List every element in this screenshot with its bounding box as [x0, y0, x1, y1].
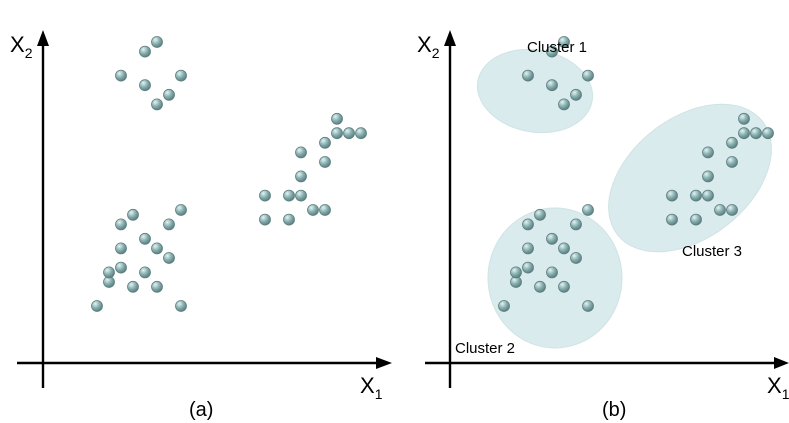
panel-a: X2 X1 (a)	[10, 30, 392, 421]
panel-a-y-arrow	[37, 30, 49, 46]
panel-b-x-arrow	[774, 357, 789, 369]
cluster-2-label: Cluster 2	[455, 340, 515, 357]
panel-b-y-axis-label: X2	[417, 32, 440, 61]
panel-b-point-g3-15	[762, 127, 774, 140]
panel-a-point-g1-6	[175, 69, 187, 82]
panel-a-point-g2-15	[175, 300, 187, 312]
panel-b-point-g3-11	[726, 136, 738, 149]
panel-a-label: (a)	[189, 399, 213, 421]
panel-a-points	[91, 36, 367, 312]
panel-b-point-g1-3	[546, 79, 558, 92]
panel-a-point-g3-6	[295, 170, 307, 183]
panel-a-point-g2-5	[115, 242, 127, 255]
panel-b-point-g3-12	[738, 127, 750, 140]
panel-a-point-g2-14	[163, 218, 175, 231]
panel-a-point-g1-1	[115, 69, 127, 82]
panel-b-point-g3-3	[690, 213, 702, 226]
panel-a-point-g3-12	[331, 127, 343, 140]
panel-a-point-g1-4	[151, 36, 163, 48]
panel-a-y-axis-label: X2	[10, 32, 33, 61]
panel-a-x-axis-label: X1	[360, 373, 383, 402]
panel-b-point-g3-13	[738, 112, 750, 125]
panel-a-point-g3-3	[283, 213, 295, 226]
panel-b-y-arrow	[444, 30, 456, 46]
panel-b-point-g3-7	[702, 146, 714, 159]
panel-a-point-g3-10	[319, 156, 331, 168]
cluster-2-region	[487, 207, 623, 349]
panel-a-point-g3-4	[283, 189, 295, 202]
panel-a-point-g3-2	[259, 189, 271, 202]
panel-a-point-g2-4	[115, 261, 127, 274]
panel-a-point-g3-15	[355, 127, 367, 140]
panel-b-point-g3-1	[666, 213, 678, 226]
panel-b-point-g3-10	[726, 156, 738, 168]
panel-a-point-g3-11	[319, 136, 331, 149]
panel-b-point-g2-5	[522, 242, 534, 255]
cluster-1-label: Cluster 1	[527, 39, 587, 56]
panel-a-point-g2-16	[175, 204, 187, 216]
cluster-1-region	[476, 48, 594, 134]
panel-b-point-g2-1	[498, 300, 510, 312]
panel-b-point-g3-2	[666, 189, 678, 202]
panel-b-point-g3-9	[726, 204, 738, 216]
panel-b-point-g2-6	[522, 218, 534, 231]
cluster-3-label: Cluster 3	[682, 243, 742, 260]
panel-a-point-g2-13	[163, 252, 175, 264]
panel-a-point-g3-5	[295, 189, 307, 202]
panel-b-point-g2-9	[546, 266, 558, 279]
panel-b-point-g2-4	[522, 261, 534, 274]
panel-b-point-g1-5	[570, 88, 582, 101]
panel-b-point-g2-3	[510, 266, 522, 279]
panel-a-point-g2-9	[139, 266, 151, 279]
panel-a-point-g3-1	[259, 213, 271, 226]
panel-b-point-g2-12	[558, 242, 570, 255]
panel-a-point-g3-14	[343, 127, 355, 140]
panel-b-point-g3-4	[690, 189, 702, 202]
panel-b-point-g1-4	[558, 36, 570, 48]
panel-a-point-g1-2	[139, 45, 151, 58]
panel-b-point-g1-2	[546, 45, 558, 58]
panel-b-point-g2-16	[582, 204, 594, 216]
panel-b-point-g1-7	[558, 98, 570, 111]
panel-b-x-axis-subscript: 1	[782, 386, 789, 402]
panel-a-point-g2-8	[127, 208, 139, 221]
panel-b-points	[498, 36, 774, 312]
panel-a-point-g3-7	[295, 146, 307, 159]
panel-a-point-g2-7	[127, 280, 139, 293]
panel-a-point-g2-1	[91, 300, 103, 312]
panel-a-point-g2-6	[115, 218, 127, 231]
panel-b-point-g3-14	[750, 127, 762, 140]
panel-b-point-g1-6	[582, 69, 594, 82]
panel-a-point-g2-12	[151, 242, 163, 255]
panel-a-point-g1-7	[151, 98, 163, 111]
panel-b-point-g2-13	[570, 252, 582, 264]
panel-b-point-g3-6	[702, 170, 714, 183]
panel-b-point-g2-15	[582, 300, 594, 312]
panel-a-point-g2-3	[103, 266, 115, 279]
panel-b-x-axis-label: X1	[767, 373, 789, 402]
panel-a-x-axis-subscript: 1	[375, 386, 383, 402]
panel-b-point-g2-10	[546, 232, 558, 245]
panel-b-point-g2-14	[570, 218, 582, 231]
panel-b-point-g3-8	[714, 204, 726, 216]
panel-a-point-g2-11	[151, 280, 163, 293]
panel-a-point-g1-3	[139, 79, 151, 92]
panel-b-point-g3-5	[702, 189, 714, 202]
panel-b-point-g2-8	[534, 208, 546, 221]
panel-a-point-g3-8	[307, 204, 319, 216]
panel-a-x-arrow	[376, 357, 392, 369]
panel-b-label: (b)	[602, 399, 626, 421]
panel-b-point-g1-1	[522, 69, 534, 82]
panel-b-y-axis-subscript: 2	[432, 45, 440, 61]
panel-a-point-g3-13	[331, 112, 343, 125]
panel-a-point-g1-5	[163, 88, 175, 101]
panel-b-point-g2-11	[558, 280, 570, 293]
panel-a-y-axis-subscript: 2	[25, 45, 33, 61]
panel-a-point-g2-10	[139, 232, 151, 245]
panel-b-point-g2-7	[534, 280, 546, 293]
panel-a-point-g3-9	[319, 204, 331, 216]
panel-b: X2 X1 Cluster 1 Cluster 2 Cluster 3 (b)	[417, 30, 789, 421]
